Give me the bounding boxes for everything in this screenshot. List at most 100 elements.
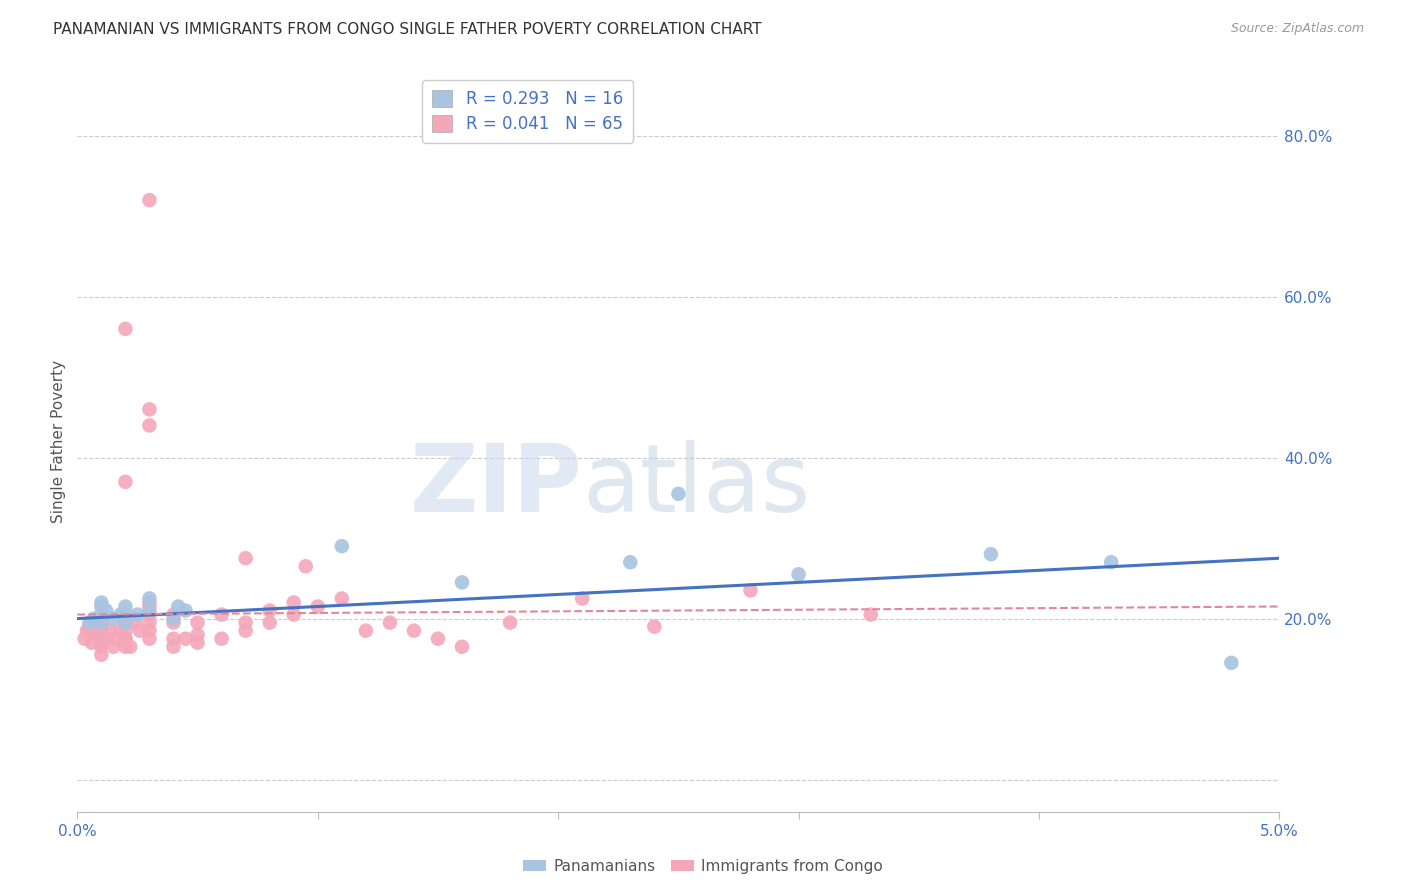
Point [83, 611, 105, 625]
Point [103, 611, 125, 625]
Point [643, 619, 665, 633]
Point [451, 575, 474, 590]
Point [114, 475, 136, 489]
Point [90, 615, 112, 630]
Point [114, 607, 136, 622]
Point [499, 615, 522, 630]
Point [138, 193, 160, 207]
Point [114, 615, 136, 630]
Point [96, 603, 118, 617]
Point [235, 615, 257, 630]
Text: atlas: atlas [582, 440, 810, 532]
Text: ZIP: ZIP [409, 440, 582, 532]
Point [100, 624, 122, 638]
Point [90, 615, 112, 630]
Point [79, 615, 101, 630]
Point [402, 624, 425, 638]
Point [90, 599, 112, 614]
Point [90, 595, 112, 609]
Point [114, 624, 136, 638]
Point [128, 624, 150, 638]
Point [330, 591, 353, 606]
Point [619, 555, 641, 569]
Point [138, 624, 160, 638]
Point [787, 567, 810, 582]
Point [120, 640, 142, 654]
Point [187, 615, 209, 630]
Point [96, 632, 118, 646]
Point [138, 632, 160, 646]
Point [114, 322, 136, 336]
Point [1220, 656, 1243, 670]
Point [162, 607, 184, 622]
Point [80, 636, 103, 650]
Point [110, 624, 132, 638]
Point [307, 599, 329, 614]
Point [174, 632, 197, 646]
Point [187, 628, 209, 642]
Legend: Panamanians, Immigrants from Congo: Panamanians, Immigrants from Congo [517, 853, 889, 880]
Point [114, 632, 136, 646]
Point [90, 632, 112, 646]
Point [90, 624, 112, 638]
Point [114, 599, 136, 614]
Point [90, 615, 112, 630]
Point [451, 640, 474, 654]
Point [235, 551, 257, 566]
Point [354, 624, 377, 638]
Point [138, 599, 160, 614]
Point [668, 487, 690, 501]
Point [294, 559, 316, 574]
Point [104, 632, 127, 646]
Point [124, 615, 146, 630]
Point [90, 640, 112, 654]
Point [127, 607, 149, 622]
Point [174, 603, 197, 617]
Point [571, 591, 593, 606]
Point [283, 607, 305, 622]
Point [162, 632, 184, 646]
Point [138, 595, 160, 609]
Point [211, 632, 233, 646]
Point [79, 619, 101, 633]
Point [162, 611, 184, 625]
Point [330, 539, 353, 553]
Point [90, 648, 112, 662]
Point [90, 628, 112, 642]
Point [167, 599, 190, 614]
Point [114, 640, 136, 654]
Text: Source: ZipAtlas.com: Source: ZipAtlas.com [1230, 22, 1364, 36]
Point [114, 632, 136, 646]
Point [138, 591, 160, 606]
Point [283, 595, 305, 609]
Y-axis label: Single Father Poverty: Single Father Poverty [51, 360, 66, 523]
Point [138, 402, 160, 417]
Text: PANAMANIAN VS IMMIGRANTS FROM CONGO SINGLE FATHER POVERTY CORRELATION CHART: PANAMANIAN VS IMMIGRANTS FROM CONGO SING… [53, 22, 762, 37]
Point [740, 583, 762, 598]
Point [211, 607, 233, 622]
Point [162, 640, 184, 654]
Point [378, 615, 401, 630]
Point [859, 607, 882, 622]
Point [187, 636, 209, 650]
Point [259, 615, 281, 630]
Point [138, 418, 160, 433]
Point [73, 632, 96, 646]
Point [103, 640, 125, 654]
Point [138, 615, 160, 630]
Point [427, 632, 450, 646]
Point [90, 607, 112, 622]
Point [162, 615, 184, 630]
Point [90, 619, 112, 633]
Point [235, 624, 257, 638]
Point [138, 607, 160, 622]
Point [83, 628, 105, 642]
Point [76, 624, 98, 638]
Point [1099, 555, 1122, 569]
Point [87, 619, 110, 633]
Point [259, 603, 281, 617]
Point [114, 615, 136, 630]
Point [90, 636, 112, 650]
Point [86, 624, 108, 638]
Point [980, 547, 1002, 561]
